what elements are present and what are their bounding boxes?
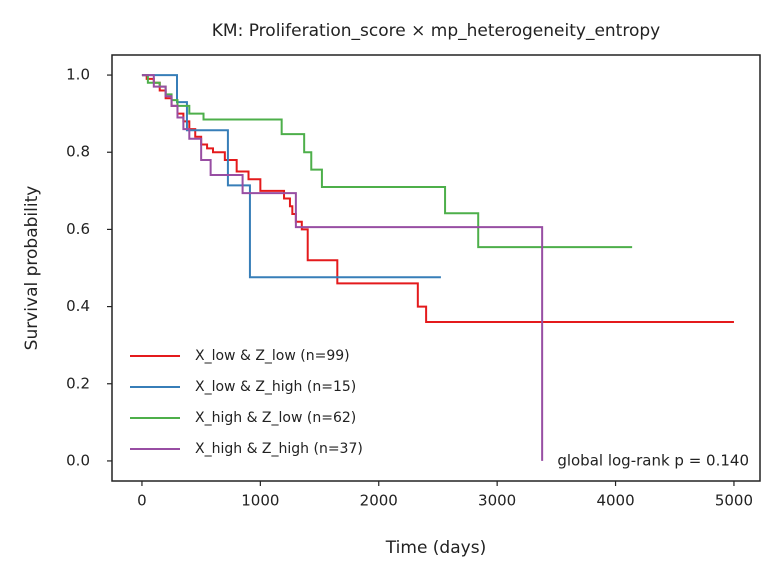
y-tick-label: 0.0 (66, 451, 90, 469)
y-tick-label: 0.8 (66, 143, 90, 161)
y-axis-label: Survival probability (22, 186, 42, 351)
legend-label: X_high & Z_high (n=37) (195, 441, 363, 457)
y-tick-label: 1.0 (66, 66, 90, 84)
chart-title: KM: Proliferation_score × mp_heterogenei… (212, 21, 660, 41)
x-tick-label: 5000 (715, 492, 753, 510)
y-tick-label: 0.4 (66, 297, 90, 315)
survival-curve (141, 74, 544, 461)
survival-curve (141, 74, 734, 324)
x-tick-label: 1000 (241, 492, 279, 510)
survival-curve (141, 74, 441, 279)
legend-label: X_low & Z_low (n=99) (195, 348, 350, 364)
annotation: global log-rank p = 0.140 (557, 452, 749, 470)
legend-label: X_high & Z_low (n=62) (195, 410, 356, 426)
x-tick-label: 4000 (596, 492, 634, 510)
x-tick-label: 0 (137, 492, 147, 510)
legend-label: X_low & Z_high (n=15) (195, 379, 356, 395)
x-tick-label: 2000 (360, 492, 398, 510)
y-tick-label: 0.2 (66, 374, 90, 392)
plot-frame (111, 54, 761, 482)
x-tick-label: 3000 (478, 492, 516, 510)
y-tick-label: 0.6 (66, 220, 90, 238)
x-axis-label: Time (days) (385, 538, 486, 558)
